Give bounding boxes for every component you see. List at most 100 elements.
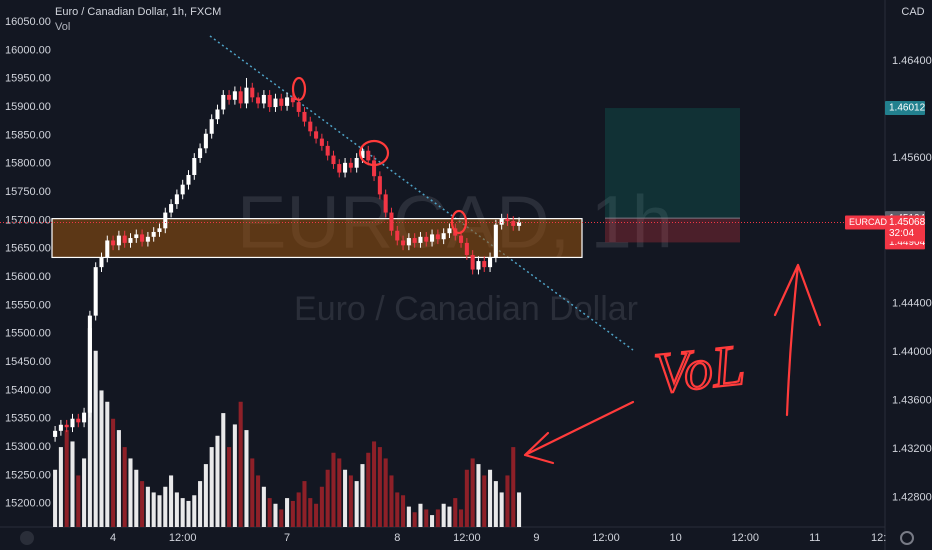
volume-bar <box>366 452 371 527</box>
candle-body <box>221 94 226 110</box>
candle-body <box>53 430 58 437</box>
volume-bar <box>64 430 69 527</box>
x-tick-label: 9 <box>533 532 539 544</box>
candle-body <box>267 94 272 108</box>
y2-tick-label: 15850.00 <box>5 129 51 141</box>
candle-body <box>145 236 150 242</box>
volume-bar <box>134 469 139 527</box>
volume-bar <box>511 447 516 527</box>
volume-bar <box>140 481 145 527</box>
volume-bar <box>203 464 208 527</box>
volume-bar <box>493 481 498 527</box>
volume-bar <box>70 441 75 527</box>
last-price-tag: 1.45068 <box>889 217 926 228</box>
annotation-text: VoL <box>651 332 748 406</box>
candle-body <box>203 133 208 149</box>
candle-body <box>459 235 464 243</box>
candle-body <box>372 160 377 177</box>
volume-bar <box>302 481 307 527</box>
candle-body <box>488 257 493 268</box>
volume-bar <box>93 350 98 527</box>
candle-body <box>430 234 435 242</box>
volume-bar <box>360 464 365 527</box>
watermark-name: Euro / Canadian Dollar <box>294 290 638 328</box>
volume-bar <box>470 458 475 527</box>
y-tick-label: 1.46400 <box>892 55 932 67</box>
candle-body <box>308 121 313 132</box>
candle-body <box>87 315 92 413</box>
volume-bar <box>424 509 429 527</box>
x-tick-label: 4 <box>110 532 116 544</box>
candle-body <box>493 224 498 258</box>
y2-tick-label: 15950.00 <box>5 73 51 85</box>
candle-body <box>395 230 400 241</box>
candle-body <box>261 94 266 104</box>
volume-bar <box>406 506 411 527</box>
volume-bar <box>505 475 510 527</box>
volume-bar <box>105 401 110 527</box>
volume-bar <box>325 469 330 527</box>
volume-bar <box>116 430 121 527</box>
volume-bar <box>296 492 301 527</box>
candle-body <box>82 412 87 423</box>
stop-price-tag: 1.44904 <box>889 237 926 248</box>
target-price-tag: 1.46012 <box>889 103 926 114</box>
volume-bar <box>261 486 266 527</box>
candle-body <box>314 131 319 139</box>
candle-body <box>517 222 522 226</box>
candle-body <box>366 150 371 161</box>
volume-bar <box>244 430 249 527</box>
candle-body <box>337 164 342 173</box>
candle-body <box>111 240 116 246</box>
volume-bar <box>186 500 191 527</box>
circle-mark <box>450 209 468 235</box>
x-tick-label: 7 <box>284 532 290 544</box>
volume-bar <box>238 401 243 527</box>
candle-body <box>470 255 475 270</box>
settings-icon[interactable] <box>900 531 914 545</box>
y-tick-label: 1.44000 <box>892 346 932 358</box>
volume-bar <box>151 492 156 527</box>
volume-bar <box>383 458 388 527</box>
volume-bar <box>279 509 284 527</box>
candle-body <box>232 91 237 100</box>
volume-bar <box>227 447 232 527</box>
candle-body <box>273 98 278 108</box>
target-price-tag-bg <box>885 101 925 116</box>
volume-bar <box>459 509 464 527</box>
candle-body <box>76 418 81 423</box>
hand-annotations <box>291 76 822 465</box>
candle-body <box>482 261 487 268</box>
volume-bar <box>337 458 342 527</box>
x-tick-label: 12:00 <box>169 532 197 544</box>
candle-body <box>238 91 243 104</box>
timezone-icon[interactable] <box>20 531 34 545</box>
volume-bar <box>331 452 336 527</box>
candle-body <box>285 97 290 106</box>
candle-body <box>279 98 284 106</box>
y2-tick-label: 15400.00 <box>5 384 51 396</box>
candle-body <box>441 233 446 240</box>
x-tick-label: 12:00 <box>592 532 620 544</box>
candle-body <box>412 238 417 243</box>
y2-tick-label: 15550.00 <box>5 299 51 311</box>
stop-area <box>605 218 740 243</box>
candle-body <box>140 234 145 242</box>
candle-body <box>163 212 168 229</box>
volume-bar <box>58 447 63 527</box>
volume-bar <box>145 486 150 527</box>
y2-tick-label: 15450.00 <box>5 356 51 368</box>
volume-bar <box>285 498 290 527</box>
candle-body <box>244 87 249 104</box>
y2-tick-label: 15300.00 <box>5 441 51 453</box>
candle-body <box>343 162 348 173</box>
y-tick-label: 1.43200 <box>892 443 932 455</box>
volume-bar <box>87 328 92 527</box>
volume-bar <box>354 481 359 527</box>
volume-bar <box>418 503 423 527</box>
circle-mark <box>291 76 307 102</box>
volume-bar <box>174 492 179 527</box>
countdown: 32:04 <box>889 228 914 239</box>
y-tick-label: 1.44400 <box>892 297 932 309</box>
